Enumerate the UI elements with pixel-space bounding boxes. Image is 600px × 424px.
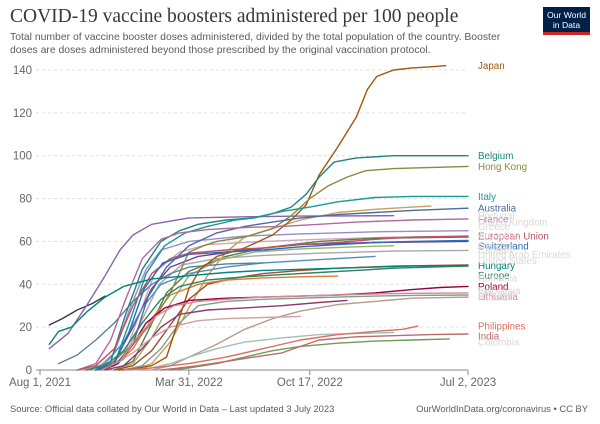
series-line <box>76 235 469 371</box>
faded-series-label: Romania <box>478 273 518 284</box>
series-line <box>104 236 469 371</box>
series-label: Lithuania <box>478 292 518 303</box>
series-line <box>76 218 469 371</box>
series-line <box>113 245 395 371</box>
y-tick-label: 20 <box>19 322 32 334</box>
faded-series-label: United States <box>478 256 537 267</box>
faded-series-label: Czechia <box>478 241 514 252</box>
series-line <box>123 325 419 371</box>
faded-series-label: Argentina <box>478 231 520 242</box>
x-tick-label: Aug 1, 2021 <box>9 377 71 389</box>
y-tick-label: 0 <box>26 365 32 377</box>
y-tick-label: 80 <box>19 194 32 206</box>
faded-series-label: Greece <box>478 222 511 233</box>
faded-series-label: United Arab Emirates <box>478 250 571 261</box>
series-label: India <box>478 332 500 343</box>
series-label: Japan <box>478 61 505 72</box>
series-line <box>123 294 469 371</box>
series-line <box>85 255 376 371</box>
series-line <box>169 338 451 371</box>
x-tick-label: Mar 31, 2022 <box>155 377 223 389</box>
series-label: Hong Kong <box>478 162 527 173</box>
series-line <box>104 299 348 371</box>
series-label: Philippines <box>478 322 525 333</box>
series-line <box>117 65 447 371</box>
series-line <box>85 165 469 371</box>
faded-series-label: Russia <box>478 293 508 304</box>
faded-series-label: Colombia <box>478 338 520 349</box>
series-line <box>95 195 469 371</box>
series-label: Italy <box>478 192 496 203</box>
y-tick-label: 60 <box>19 236 32 248</box>
x-tick-label: Oct 17, 2022 <box>277 377 343 389</box>
chart-subtitle: Total number of vaccine booster doses ad… <box>10 32 501 56</box>
y-tick-label: 40 <box>19 279 32 291</box>
faded-series-label: United Kingdom <box>478 218 548 229</box>
y-axis: 0 20 40 60 80 100 120 140 <box>13 65 32 377</box>
series-label: Poland <box>478 282 509 293</box>
y-tick-label: 120 <box>13 108 32 120</box>
owid-logo-line2: in Data <box>552 20 581 30</box>
y-tick-label: 100 <box>13 151 32 163</box>
chart-title: COVID-19 vaccine boosters administered p… <box>10 6 459 27</box>
series-line <box>85 265 469 371</box>
series-line <box>160 333 469 371</box>
series-line <box>48 295 106 326</box>
series-line <box>48 264 469 345</box>
series-label: Belgium <box>478 151 513 162</box>
series-label: Australia <box>478 204 517 215</box>
faded-series-label: Portugal <box>478 211 515 222</box>
faded-series-label: Canada <box>478 246 513 257</box>
series-label: Europe <box>478 271 510 282</box>
x-axis: Aug 1, 2021 Mar 31, 2022 Oct 17, 2022 Jul 2… <box>9 370 496 389</box>
source-note: Source: Official data collated by Our Wo… <box>10 403 335 414</box>
series-lines <box>48 65 469 371</box>
x-tick-label: Jul 2, 2023 <box>440 377 496 389</box>
faded-series-label: Slovakia <box>478 288 516 299</box>
series-line <box>104 249 469 371</box>
series-line <box>151 296 469 371</box>
owid-logo-line1: Our World <box>547 10 586 20</box>
series-line <box>100 292 469 371</box>
owid-logo[interactable]: Our World in Data <box>543 7 590 35</box>
series-label: France <box>478 214 509 225</box>
series-line <box>48 215 395 350</box>
series-label: Hungary <box>478 261 515 272</box>
owid-url-link[interactable]: OurWorldInData.org/coronavirus • CC BY <box>416 403 588 414</box>
series-line <box>98 207 469 371</box>
y-tick-label: 140 <box>13 65 32 77</box>
faded-series-label: Indonesia <box>478 286 521 297</box>
series-label: European Union <box>478 232 549 243</box>
series-line <box>95 239 469 371</box>
series-label: Switzerland <box>478 242 529 253</box>
